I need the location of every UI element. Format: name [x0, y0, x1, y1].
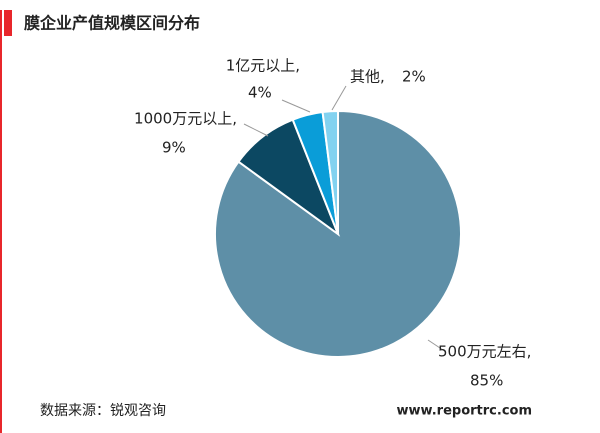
slice-label: 500万元左右, [438, 343, 531, 361]
website: www.reportrc.com [397, 404, 532, 419]
value-label: 4% [248, 84, 272, 102]
title-accent [4, 10, 12, 36]
chart-title: 膜企业产值规模区间分布 [24, 14, 200, 33]
slice-label: 1亿元以上, [226, 57, 300, 75]
leader-line [281, 99, 311, 113]
leader-line [331, 85, 347, 111]
slice-label: 其他, [350, 68, 385, 86]
slice-label: 1000万元以上, [134, 110, 237, 128]
pie-slice [321, 109, 339, 235]
source: 数据来源：锐观咨询 [40, 403, 166, 419]
leader-line [427, 339, 447, 353]
value-label: 85% [470, 372, 503, 390]
leader-line [243, 123, 269, 137]
value-label: 2% [402, 68, 426, 86]
value-label: 9% [162, 139, 186, 157]
